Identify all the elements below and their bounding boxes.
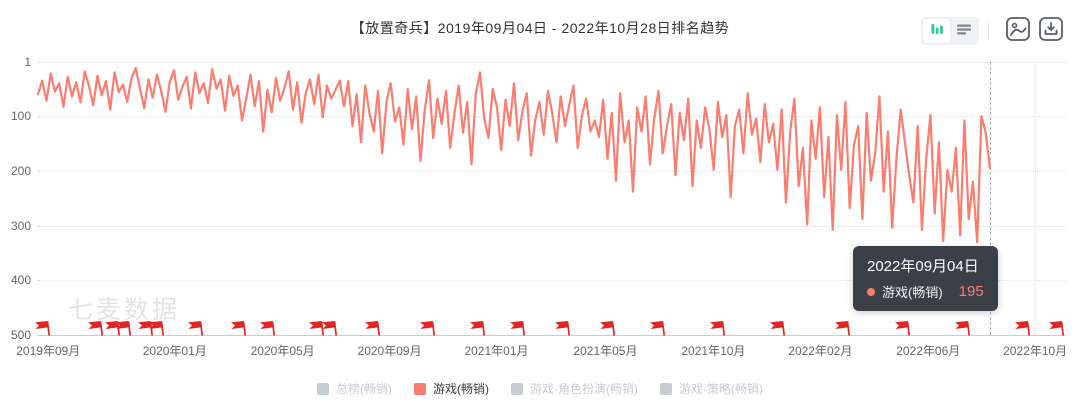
- event-flag-icon[interactable]: [709, 321, 725, 336]
- x-axis-label: 2022年06月: [896, 344, 961, 358]
- y-gridline-400: [38, 280, 1066, 282]
- y-gridline-1: [38, 62, 1066, 63]
- download-button[interactable]: [1038, 16, 1064, 47]
- tooltip-value: 195: [958, 283, 984, 300]
- x-axis-label: 2021年05月: [573, 344, 638, 358]
- download-icon: [1038, 16, 1064, 47]
- legend-swatch-icon: [317, 382, 329, 395]
- legend-label: 游戏-策略(畅销): [679, 382, 763, 396]
- x-axis-label: 2019年09月: [16, 344, 81, 358]
- tooltip-date: 2022年09月04日: [867, 258, 979, 275]
- x-axis-label: 2021年10月: [681, 344, 746, 358]
- ranking-trend-line: [38, 62, 1066, 335]
- event-flag-icon[interactable]: [321, 321, 338, 336]
- event-flag-icon[interactable]: [419, 321, 435, 336]
- event-flag-icon[interactable]: [834, 321, 851, 336]
- event-flag-icon[interactable]: [308, 321, 324, 336]
- event-flag-icon[interactable]: [509, 321, 526, 336]
- chart-legend: 总榜(畅销) 游戏(畅销) 游戏-角色扮演(畅销) 游戏-策略(畅销): [0, 380, 1080, 397]
- chart-title: 【放置奇兵】2019年09月04日 - 2022年10月28日排名趋势: [350, 20, 730, 36]
- event-flag-icon[interactable]: [87, 321, 103, 336]
- y-axis-label-200: 200: [10, 163, 31, 178]
- x-axis-label: 2022年10月: [1003, 344, 1068, 358]
- x-axis-label: 2021年01月: [464, 344, 529, 358]
- legend-item-inactive[interactable]: 游戏-角色扮演(畅销): [511, 380, 638, 397]
- bar-chart-view-button[interactable]: [923, 19, 950, 43]
- event-flag-icon[interactable]: [364, 321, 381, 336]
- event-flag-icon[interactable]: [469, 321, 486, 336]
- y-axis-label-400: 400: [10, 273, 31, 288]
- legend-item-inactive[interactable]: 总榜(畅销): [317, 380, 392, 397]
- x-axis-label: 2020年01月: [142, 344, 207, 358]
- event-flag-icon[interactable]: [187, 321, 204, 336]
- y-axis-label-300: 300: [10, 218, 31, 233]
- event-flag-icon[interactable]: [34, 321, 51, 336]
- y-axis-label-100: 100: [10, 109, 31, 124]
- chart-plot-area[interactable]: 1 100 200 300 400 500 2019年09月 2020年01月 2020年05月…: [11, 55, 1067, 358]
- tooltip-series-name: 游戏(畅销): [882, 285, 943, 300]
- export-image-button[interactable]: [1005, 16, 1031, 47]
- event-flag-icon[interactable]: [599, 321, 615, 336]
- tooltip-series-row: 游戏(畅销) 195: [867, 282, 984, 301]
- event-flag-icon[interactable]: [259, 321, 276, 336]
- x-axis-label: 2020年09月: [357, 344, 422, 358]
- legend-label: 游戏-角色扮演(畅销): [530, 382, 638, 396]
- legend-item-inactive[interactable]: 游戏-策略(畅销): [660, 380, 763, 397]
- event-flag-icon[interactable]: [954, 321, 971, 336]
- v-gridline: [1035, 62, 1037, 335]
- event-flag-icon[interactable]: [1014, 321, 1030, 336]
- y-axis-label-1: 1: [24, 55, 31, 69]
- legend-swatch-icon: [511, 382, 523, 395]
- legend-label: 总榜(畅销): [336, 382, 392, 396]
- event-flag-icon[interactable]: [894, 321, 910, 336]
- chart-toolbar: [921, 16, 1064, 47]
- bar-chart-icon: [929, 21, 945, 42]
- x-axis-label: 2022年02月: [788, 344, 853, 358]
- y-axis-label-500: 500: [10, 328, 31, 342]
- list-icon: [956, 21, 972, 42]
- event-flag-icon[interactable]: [554, 321, 571, 336]
- hover-crosshair: [989, 62, 991, 335]
- toolbar-separator: [988, 22, 989, 40]
- view-toggle-group: [921, 17, 979, 45]
- event-flag-icon[interactable]: [1048, 321, 1064, 336]
- legend-swatch-icon: [660, 382, 672, 395]
- image-icon: [1005, 16, 1031, 47]
- watermark: 七麦数据: [68, 296, 181, 324]
- y-gridline-300: [38, 225, 1066, 227]
- series-dot-icon: [867, 287, 875, 296]
- list-view-button[interactable]: [950, 19, 977, 43]
- hover-tooltip: 2022年09月04日 游戏(畅销) 195: [853, 246, 998, 311]
- event-flag-icon[interactable]: [230, 321, 246, 336]
- y-gridline-200: [38, 170, 1066, 172]
- event-flag-icon[interactable]: [115, 321, 132, 336]
- legend-swatch-icon: [414, 382, 426, 395]
- event-flag-icon[interactable]: [649, 321, 665, 336]
- legend-label: 游戏(畅销): [433, 382, 489, 396]
- event-flag-icon[interactable]: [148, 321, 165, 336]
- x-axis-label: 2020年05月: [250, 344, 315, 358]
- legend-item-active[interactable]: 游戏(畅销): [414, 380, 489, 397]
- event-flag-icon[interactable]: [769, 321, 786, 336]
- y-gridline-500: [38, 335, 1066, 336]
